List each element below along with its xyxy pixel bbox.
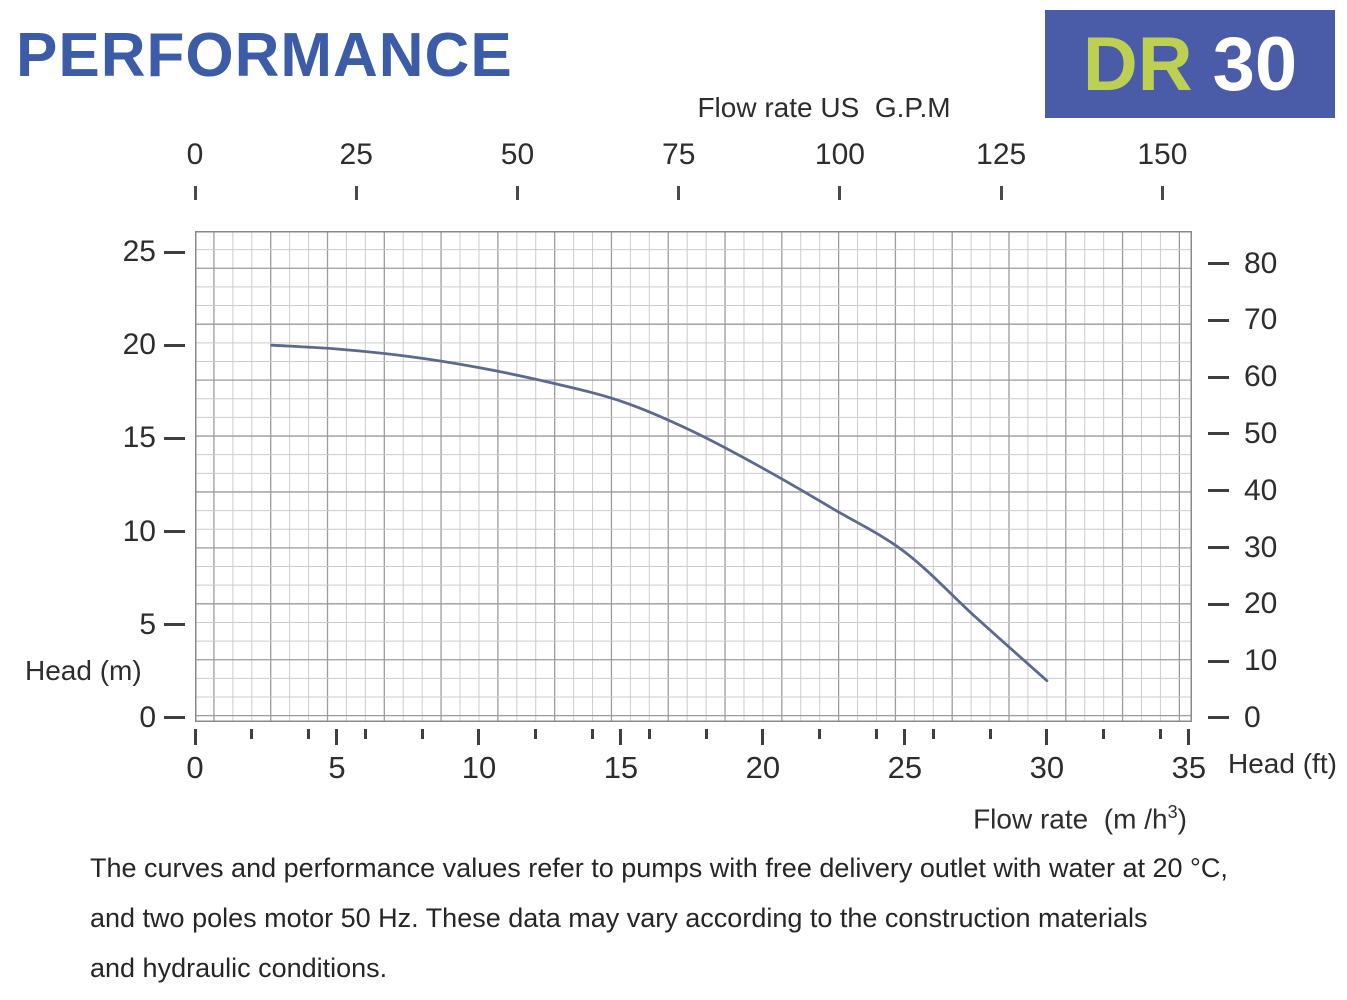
- bottom-axis-minor-tick: [1102, 729, 1106, 739]
- footer-note: The curves and performance values refer …: [90, 843, 1270, 993]
- right-axis-tick: [1208, 546, 1229, 550]
- bottom-axis-major-tick: [477, 729, 481, 745]
- bottom-axis-major-tick: [1045, 729, 1049, 745]
- bottom-axis-minor-tick: [875, 729, 878, 739]
- top-axis-tick-label: 0: [186, 138, 204, 171]
- right-axis-tick: [1208, 375, 1229, 379]
- right-axis-tick: [1208, 489, 1229, 493]
- top-axis-tick: [677, 186, 681, 200]
- bottom-axis-major-tick: [903, 729, 907, 745]
- bottom-axis-minor-tick: [307, 729, 311, 739]
- bottom-axis-tick-label: 10: [461, 750, 497, 785]
- left-axis-tick-label: 25: [122, 235, 156, 269]
- left-axis-tick: [164, 716, 185, 720]
- left-axis-tick-label: 0: [139, 700, 156, 734]
- plot-area: [195, 231, 1192, 722]
- left-axis-title: Head (m): [25, 655, 142, 686]
- right-axis-tick-label: 80: [1244, 246, 1278, 280]
- right-axis-title: Head (ft): [1228, 748, 1337, 779]
- right-axis-tick-label: 20: [1244, 587, 1278, 621]
- bottom-axis-minor-tick: [647, 729, 651, 739]
- footer-line-1: The curves and performance values refer …: [90, 853, 1228, 883]
- bottom-axis-major-tick: [761, 729, 765, 745]
- left-axis-tick: [164, 623, 185, 627]
- footer-line-3: and hydraulic conditions.: [90, 953, 388, 983]
- right-axis-tick-label: 50: [1244, 416, 1278, 450]
- right-axis-tick-label: 10: [1244, 644, 1278, 678]
- left-axis-tick-label: 20: [122, 328, 156, 362]
- bottom-axis-minor-tick: [988, 729, 992, 739]
- bottom-axis-minor-tick: [363, 729, 367, 739]
- right-axis-tick: [1208, 318, 1229, 322]
- top-axis-tick-label: 100: [814, 138, 865, 171]
- model-series-label: DR: [1082, 21, 1193, 107]
- right-axis-tick: [1208, 262, 1229, 266]
- bottom-axis-minor-tick: [931, 729, 935, 739]
- top-axis-tick: [515, 186, 519, 200]
- bottom-axis-major-tick: [335, 729, 339, 745]
- left-axis-tick-label: 15: [122, 421, 156, 455]
- right-axis-tick: [1208, 659, 1229, 663]
- top-axis-tick-label: 125: [976, 138, 1027, 171]
- top-axis-tick: [999, 186, 1003, 200]
- page-title: PERFORMANCE: [16, 21, 513, 90]
- bottom-axis-minor-tick: [591, 729, 595, 739]
- bottom-axis-tick-label: 35: [1171, 750, 1207, 785]
- footer-line-2: and two poles motor 50 Hz. These data ma…: [90, 903, 1148, 933]
- model-badge: DR 30: [1045, 10, 1335, 118]
- top-axis-title: Flow rate US G.P.M: [697, 92, 951, 123]
- bottom-axis-tick-label: 5: [328, 750, 346, 785]
- model-number-label: 30: [1212, 21, 1298, 107]
- left-axis-tick: [164, 343, 185, 347]
- bottom-axis-tick-label: 30: [1029, 750, 1065, 785]
- top-axis-tick-label: 150: [1137, 138, 1188, 171]
- bottom-axis-major-tick: [193, 729, 197, 745]
- bottom-axis-tick-label: 15: [603, 750, 639, 785]
- bottom-axis-title: Flow rate (m /h3): [900, 802, 1260, 835]
- bottom-axis-minor-tick: [534, 729, 538, 739]
- top-axis-tick-label: 50: [500, 138, 535, 171]
- bottom-axis-major-tick: [619, 729, 623, 745]
- bottom-axis-minor-tick: [420, 729, 424, 739]
- top-axis-tick: [193, 186, 197, 200]
- bottom-axis-tick-label: 20: [745, 750, 781, 785]
- top-axis-tick: [1160, 186, 1164, 200]
- top-axis-tick: [838, 186, 842, 200]
- bottom-axis-minor-tick: [704, 729, 708, 739]
- left-axis-tick: [164, 250, 185, 254]
- right-axis-tick-label: 0: [1244, 700, 1261, 734]
- plot-border: [195, 231, 1192, 722]
- left-axis-tick-label: 5: [139, 607, 156, 641]
- top-axis-tick-label: 75: [662, 138, 696, 171]
- bottom-axis-title-sup: 3: [1167, 802, 1178, 822]
- bottom-axis-title-text: Flow rate (m /h: [973, 803, 1168, 835]
- right-axis-tick-label: 40: [1244, 473, 1278, 507]
- right-axis-tick-label: 30: [1244, 530, 1278, 564]
- pump-curve: [270, 343, 1049, 683]
- right-axis-tick-label: 60: [1244, 360, 1278, 394]
- bottom-axis-minor-tick: [818, 729, 822, 739]
- bottom-axis-tick-label: 25: [887, 750, 923, 785]
- bottom-axis-tick-label: 0: [186, 750, 204, 785]
- bottom-axis-major-tick: [1187, 729, 1191, 745]
- right-axis-tick: [1208, 432, 1229, 436]
- right-axis-tick: [1208, 716, 1229, 720]
- right-axis-tick-label: 70: [1244, 303, 1278, 337]
- top-axis-tick-label: 25: [339, 138, 373, 171]
- left-axis-tick: [164, 436, 185, 440]
- left-axis-tick: [164, 530, 185, 534]
- top-axis-tick: [354, 186, 358, 200]
- bottom-axis-title-close: ): [1177, 803, 1187, 835]
- right-axis-tick: [1208, 602, 1229, 606]
- bottom-axis-minor-tick: [250, 729, 254, 739]
- bottom-axis-minor-tick: [1158, 729, 1162, 739]
- left-axis-tick-label: 10: [122, 514, 156, 548]
